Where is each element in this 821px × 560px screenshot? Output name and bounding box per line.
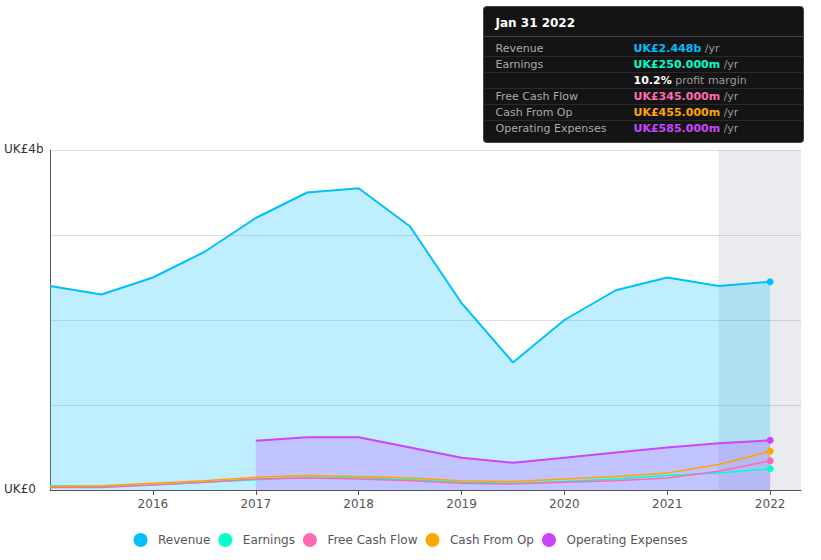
svg-text:Revenue: Revenue xyxy=(496,42,544,55)
svg-text:2021: 2021 xyxy=(652,497,683,511)
svg-text:UK£2.448b: UK£2.448b xyxy=(634,42,702,55)
svg-text:Jan 31 2022: Jan 31 2022 xyxy=(495,16,576,30)
svg-text:Revenue: Revenue xyxy=(158,533,210,547)
svg-text:Earnings: Earnings xyxy=(496,58,544,71)
svg-text:Earnings: Earnings xyxy=(243,533,295,547)
svg-text:UK£0: UK£0 xyxy=(4,482,36,496)
svg-text:/yr: /yr xyxy=(724,90,739,103)
svg-text:Operating Expenses: Operating Expenses xyxy=(566,533,687,547)
svg-text:profit margin: profit margin xyxy=(675,74,747,87)
svg-text:Free Cash Flow: Free Cash Flow xyxy=(327,533,417,547)
svg-text:Cash From Op: Cash From Op xyxy=(496,106,573,119)
svg-text:UK£455.000m: UK£455.000m xyxy=(634,106,721,119)
svg-text:/yr: /yr xyxy=(724,58,739,71)
svg-text:Free Cash Flow: Free Cash Flow xyxy=(496,90,579,103)
svg-text:2020: 2020 xyxy=(549,497,580,511)
svg-text:UK£345.000m: UK£345.000m xyxy=(634,90,721,103)
svg-text:UK£585.000m: UK£585.000m xyxy=(634,122,721,135)
svg-text:Operating Expenses: Operating Expenses xyxy=(496,122,607,135)
svg-text:Cash From Op: Cash From Op xyxy=(450,533,534,547)
svg-text:2018: 2018 xyxy=(343,497,374,511)
svg-text:/yr: /yr xyxy=(705,42,720,55)
svg-text:10.2%: 10.2% xyxy=(634,74,672,87)
svg-text:/yr: /yr xyxy=(724,106,739,119)
svg-text:2016: 2016 xyxy=(138,497,169,511)
svg-text:2019: 2019 xyxy=(446,497,477,511)
svg-text:UK£250.000m: UK£250.000m xyxy=(634,58,721,71)
svg-text:/yr: /yr xyxy=(724,122,739,135)
svg-text:UK£4b: UK£4b xyxy=(4,142,44,156)
svg-text:2017: 2017 xyxy=(240,497,271,511)
svg-text:2022: 2022 xyxy=(755,497,786,511)
